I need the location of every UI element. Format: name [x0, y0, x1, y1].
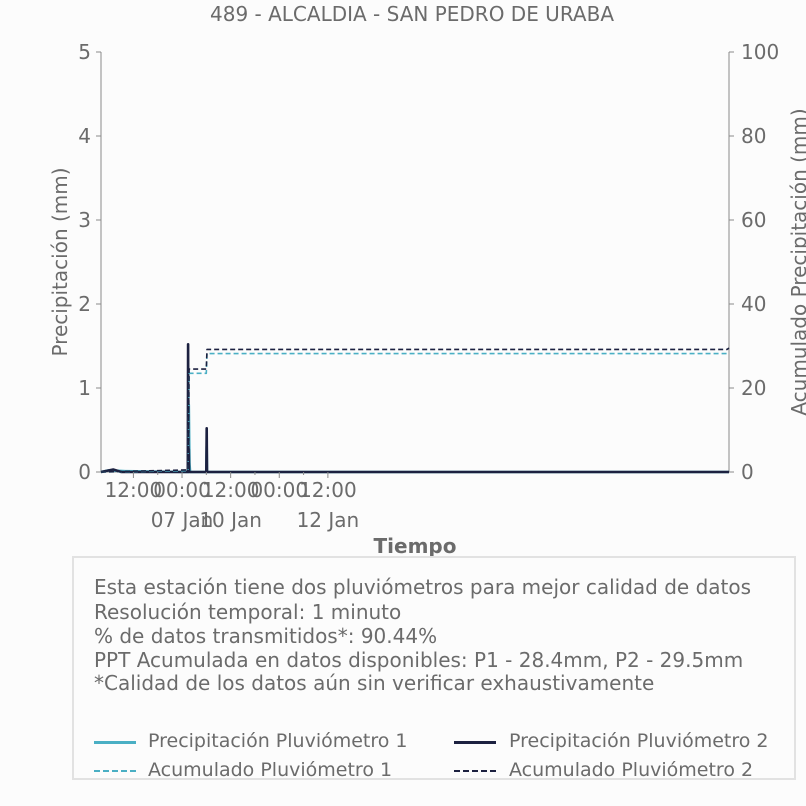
x-tick-date-label: 10 Jan: [199, 508, 262, 532]
info-line: % de datos transmitidos*: 90.44%: [94, 624, 438, 648]
series-line-1: [100, 403, 729, 474]
y-tick-left-label: 5: [78, 40, 91, 64]
info-line: Esta estación tiene dos pluviómetros par…: [94, 575, 752, 599]
info-line: Resolución temporal: 1 minuto: [94, 600, 402, 624]
series-group: [100, 343, 730, 474]
y-tick-left-label: 3: [78, 208, 91, 232]
x-tick-label: 12:00: [105, 478, 163, 502]
series-line-2: [100, 343, 729, 474]
legend-label-acc1: Acumulado Pluviómetro 1: [148, 759, 393, 781]
y-axis-label-right: Acumulado Precipitación (mm): [787, 108, 806, 415]
y-tick-left-label: 4: [78, 124, 91, 148]
y-tick-left-label: 1: [78, 376, 91, 400]
y-tick-left-label: 0: [78, 460, 91, 484]
y-tick-right-label: 60: [741, 208, 766, 232]
legend-swatch-acc1: [94, 770, 136, 772]
y-tick-left-label: 2: [78, 292, 91, 316]
y-tick-right-label: 40: [741, 292, 766, 316]
legend-swatch-p1: [94, 741, 136, 744]
series-line-3: [100, 351, 730, 473]
chart-svg: 489 - ALCALDIA - SAN PEDRO DE URABA 0 1 2 3…: [48, 2, 806, 558]
series-line-4: [100, 347, 730, 473]
axes-frame: [100, 52, 730, 473]
legend-label-p2: Precipitación Pluviómetro 2: [509, 730, 769, 752]
x-tick-label: 12:00: [299, 478, 357, 502]
x-tick-label: 00:00: [153, 478, 211, 502]
y-tick-right-label: 100: [741, 40, 779, 64]
x-tick-date-label: 07 Jan: [151, 508, 214, 532]
y-axis-label-left: Precipitación (mm): [48, 167, 72, 356]
legend-label-p1: Precipitación Pluviómetro 1: [148, 730, 408, 752]
legend-label-acc2: Acumulado Pluviómetro 2: [509, 759, 754, 781]
x-tick-label: 12:00: [202, 478, 260, 502]
info-line: PPT Acumulada en datos disponibles: P1 -…: [94, 648, 744, 672]
y-tick-right-label: 0: [741, 460, 754, 484]
info-line: *Calidad de los datos aún sin verificar …: [94, 671, 655, 695]
x-tick-date-label: 12 Jan: [297, 508, 360, 532]
info-panel: Esta estación tiene dos pluviómetros par…: [72, 556, 796, 781]
x-tick-label: 00:00: [250, 478, 308, 502]
legend-swatch-acc2: [454, 770, 496, 772]
y-tick-right-label: 20: [741, 376, 766, 400]
chart-title: 489 - ALCALDIA - SAN PEDRO DE URABA: [210, 2, 614, 26]
x-axis-label: Tiempo: [374, 534, 457, 556]
legend-swatch-p2: [454, 741, 496, 744]
y-tick-right-label: 80: [741, 124, 766, 148]
